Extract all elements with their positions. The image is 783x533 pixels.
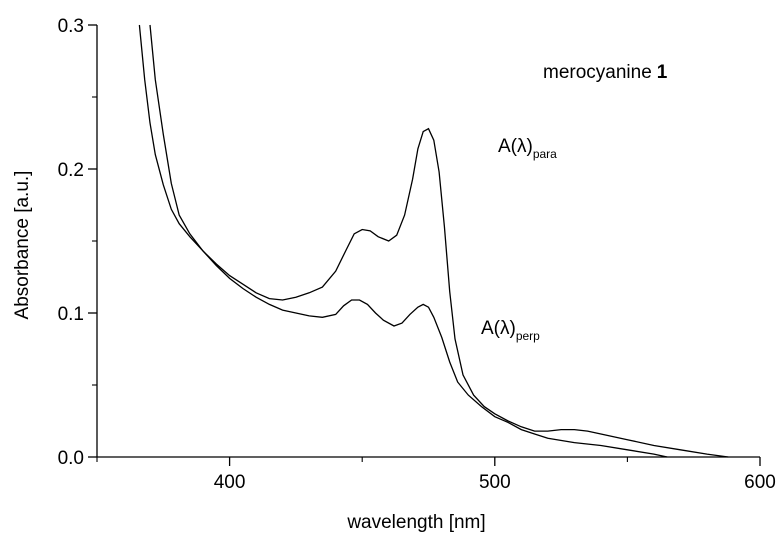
perp-series-label: A(λ)perp [481,318,540,343]
spectrum-line-1 [138,24,729,458]
y-tick-label: 0.2 [58,160,84,181]
x-tick-label: 600 [744,472,776,493]
compound-annotation: merocyanine 1 [543,62,668,83]
y-tick-label: 0.0 [58,448,84,469]
y-tick-label: 0.1 [58,304,84,325]
x-tick-label: 500 [479,472,511,493]
y-axis-label: Absorbance [a.u.] [12,171,33,320]
para-label-main: A(λ) [498,136,533,157]
compound-name: merocyanine [543,62,652,83]
y-tick-label: 0.3 [58,16,84,37]
para-label-subscript: para [533,147,557,161]
perp-label-main: A(λ) [481,318,516,339]
x-axis-label: wavelength [nm] [346,512,485,533]
compound-number: 1 [657,62,668,83]
perp-label-subscript: perp [516,329,540,343]
spectrum-line-2 [149,24,668,458]
para-series-label: A(λ)para [498,136,557,161]
x-tick-label: 400 [214,472,246,493]
